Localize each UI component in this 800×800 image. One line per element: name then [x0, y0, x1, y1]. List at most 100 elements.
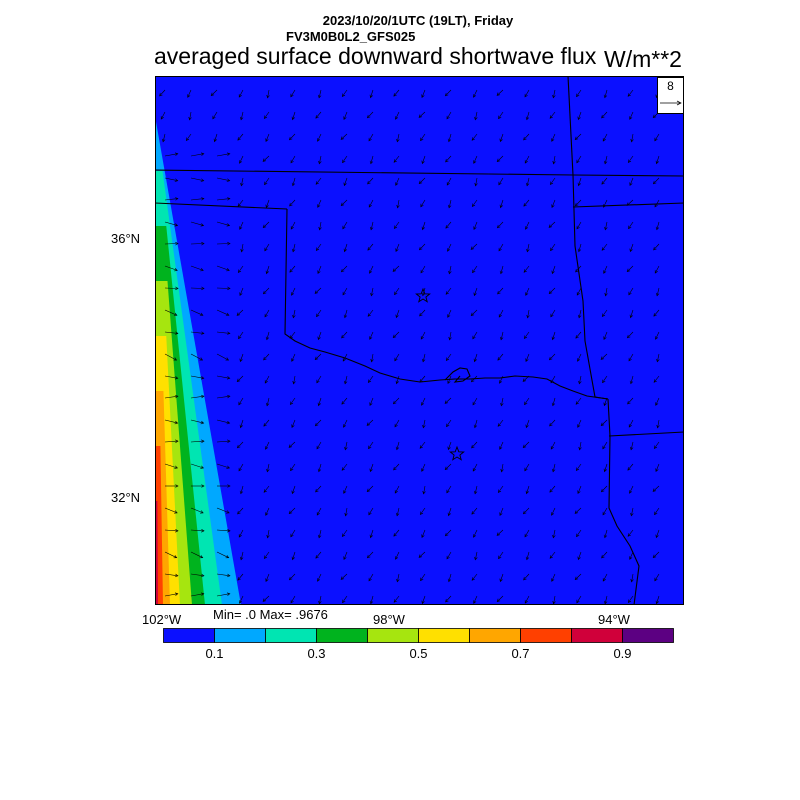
- wind-vector-head: [314, 290, 319, 294]
- wind-vector: [445, 221, 452, 229]
- wind-vector: [654, 573, 660, 581]
- wind-vector: [603, 331, 608, 340]
- wind-vector-head: [445, 291, 449, 295]
- wind-vector-head: [474, 490, 478, 495]
- wind-vector: [656, 221, 660, 230]
- wind-vector-head: [342, 599, 346, 604]
- wind-vector: [500, 199, 504, 208]
- wind-vector-head: [290, 93, 294, 98]
- wind-vector-head: [262, 598, 267, 602]
- wind-vector: [524, 595, 530, 604]
- wind-vector: [190, 551, 203, 558]
- wind-vector: [262, 221, 270, 228]
- wind-vector: [421, 529, 426, 538]
- texas-panhandle-border: [155, 202, 288, 210]
- wind-vector: [628, 287, 634, 295]
- wind-vector-head: [600, 422, 605, 427]
- wind-vector-head: [551, 270, 555, 275]
- wind-vector-head: [396, 512, 400, 517]
- wind-vector-head: [396, 578, 400, 583]
- wind-vector: [240, 485, 244, 494]
- wind-vector: [549, 111, 556, 119]
- wind-vector-head: [600, 356, 605, 360]
- wind-vector: [653, 375, 660, 383]
- wind-vector-head: [393, 533, 397, 537]
- wind-vector: [190, 419, 204, 424]
- wind-vector-head: [470, 246, 475, 250]
- wind-vector-head: [578, 446, 582, 451]
- wind-vector: [318, 89, 322, 98]
- wind-vector-head: [498, 314, 502, 318]
- wind-vector-head: [200, 152, 205, 156]
- wind-vector: [420, 507, 426, 515]
- plot-title: averaged surface downward shortwave flux: [154, 43, 597, 69]
- wind-vector-head: [472, 468, 476, 472]
- wind-vector-head: [655, 468, 659, 472]
- wind-vector: [314, 287, 322, 294]
- wind-vector: [216, 331, 230, 334]
- wind-vector-head: [395, 380, 399, 385]
- wind-vector: [552, 463, 556, 472]
- wind-vector: [190, 395, 204, 399]
- wind-vector-head: [628, 424, 632, 428]
- wind-vector-head: [396, 204, 400, 209]
- wind-vector-head: [238, 467, 242, 472]
- wind-vector: [317, 265, 322, 274]
- wind-vector: [316, 309, 322, 317]
- wind-vector-head: [369, 336, 373, 340]
- wind-vector-head: [265, 336, 270, 341]
- wind-vector-head: [341, 533, 346, 538]
- wind-vector: [265, 441, 270, 450]
- wind-vector: [524, 331, 530, 339]
- wind-vector: [550, 309, 556, 317]
- wind-vector-head: [499, 578, 503, 583]
- wind-vector: [472, 331, 478, 339]
- wind-vector: [498, 111, 504, 119]
- wind-vector: [342, 155, 348, 163]
- wind-vector-head: [602, 511, 606, 516]
- wind-vector-head: [201, 331, 205, 335]
- wind-vector-head: [654, 511, 658, 516]
- wind-vector: [394, 353, 400, 361]
- lat-label-32n: 32°N: [111, 490, 141, 505]
- wind-vector: [552, 397, 556, 406]
- wind-vector: [496, 529, 504, 536]
- wind-vector: [190, 331, 204, 334]
- wind-vector-head: [525, 490, 529, 495]
- wind-vector-head: [226, 573, 231, 578]
- wind-vector: [525, 287, 530, 296]
- wind-vector-head: [551, 578, 555, 582]
- wind-vector: [523, 133, 530, 141]
- wind-vector-head: [474, 182, 478, 187]
- wind-vector: [263, 485, 270, 493]
- wind-vector: [397, 573, 400, 582]
- wind-vector-head: [317, 402, 321, 407]
- wind-vector-head: [444, 400, 449, 404]
- wind-vector-head: [446, 115, 450, 120]
- wind-vector-head: [500, 336, 504, 341]
- wind-vector: [524, 397, 530, 405]
- wind-vector: [576, 463, 582, 471]
- wind-vector: [190, 463, 204, 469]
- wind-vector: [628, 221, 634, 229]
- wind-vector: [447, 243, 452, 252]
- wind-vector: [397, 133, 400, 142]
- wind-vector: [629, 551, 634, 560]
- wind-vector: [164, 419, 178, 424]
- wind-vector-head: [471, 577, 475, 581]
- wind-vector-head: [366, 488, 371, 493]
- wind-vector: [474, 353, 478, 362]
- wind-vector-head: [263, 356, 267, 361]
- wind-vector-head: [174, 152, 179, 156]
- wind-vector-head: [653, 445, 658, 450]
- legend-tick-label: 0.9: [613, 646, 631, 661]
- wind-vector-head: [629, 556, 633, 560]
- wind-vector-head: [227, 439, 231, 443]
- wind-vector-head: [239, 292, 243, 296]
- wind-vector-head: [603, 94, 608, 99]
- wind-vector: [262, 155, 270, 162]
- wind-vector-head: [288, 444, 293, 448]
- wind-vector: [216, 463, 230, 469]
- wind-vector: [316, 441, 322, 450]
- wind-vector-head: [601, 554, 605, 559]
